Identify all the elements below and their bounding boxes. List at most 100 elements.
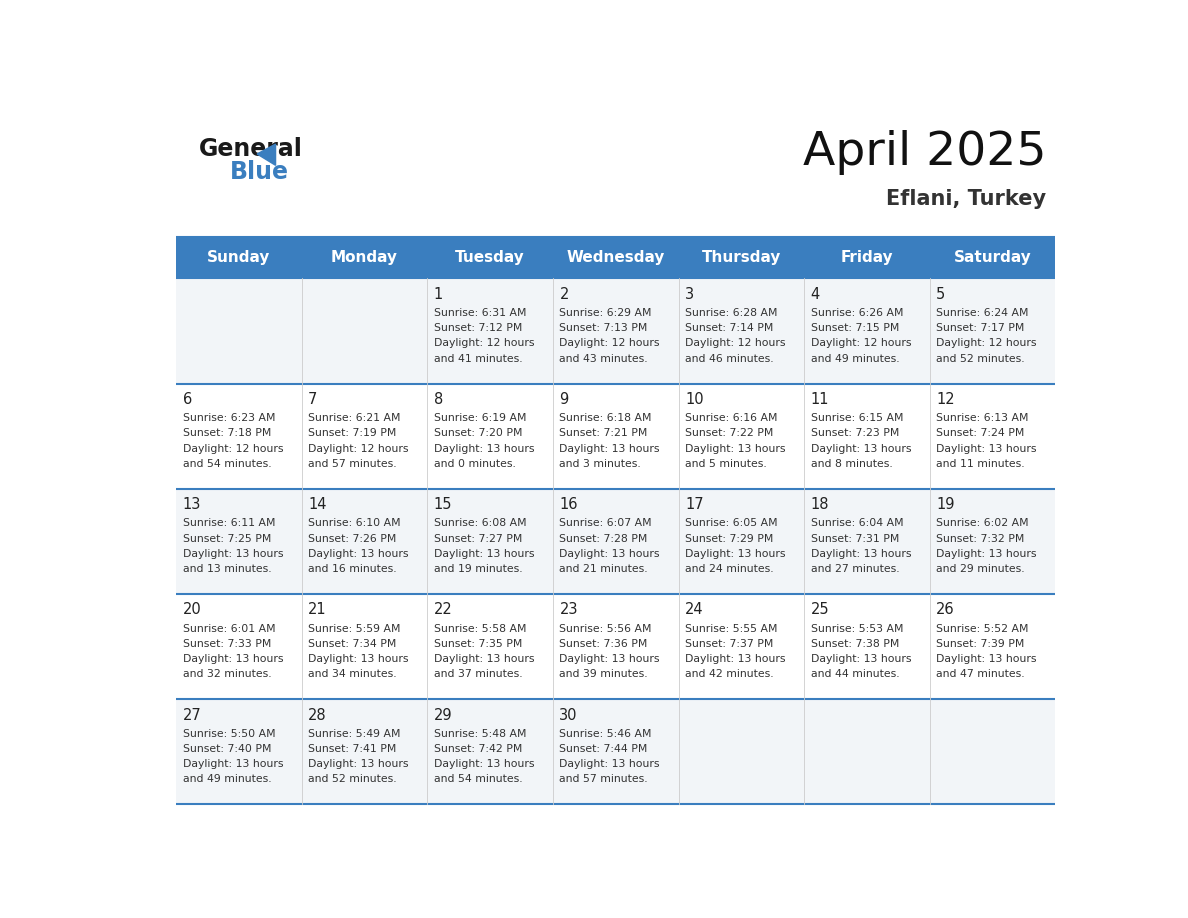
Text: Friday: Friday xyxy=(841,251,893,265)
Text: Sunset: 7:33 PM: Sunset: 7:33 PM xyxy=(183,639,271,649)
Text: Sunset: 7:28 PM: Sunset: 7:28 PM xyxy=(560,533,647,543)
Bar xyxy=(804,278,930,384)
Bar xyxy=(428,488,552,594)
Text: Sunrise: 5:56 AM: Sunrise: 5:56 AM xyxy=(560,623,652,633)
Text: Sunset: 7:27 PM: Sunset: 7:27 PM xyxy=(434,533,523,543)
Bar xyxy=(930,238,1055,278)
Text: Sunset: 7:36 PM: Sunset: 7:36 PM xyxy=(560,639,647,649)
Text: Sunrise: 6:26 AM: Sunrise: 6:26 AM xyxy=(810,308,903,318)
Text: 12: 12 xyxy=(936,392,955,407)
Text: Sunset: 7:21 PM: Sunset: 7:21 PM xyxy=(560,429,647,439)
Text: Sunrise: 6:31 AM: Sunrise: 6:31 AM xyxy=(434,308,526,318)
Text: Sunrise: 6:28 AM: Sunrise: 6:28 AM xyxy=(685,308,777,318)
Text: Sunrise: 5:55 AM: Sunrise: 5:55 AM xyxy=(685,623,777,633)
Text: 25: 25 xyxy=(810,602,829,618)
Text: 2: 2 xyxy=(560,286,569,302)
Text: and 8 minutes.: and 8 minutes. xyxy=(810,459,892,469)
Text: 14: 14 xyxy=(308,498,327,512)
Text: Sunset: 7:19 PM: Sunset: 7:19 PM xyxy=(308,429,397,439)
Bar xyxy=(302,278,428,384)
Text: and 57 minutes.: and 57 minutes. xyxy=(308,459,397,469)
Text: Thursday: Thursday xyxy=(702,251,781,265)
Text: Saturday: Saturday xyxy=(954,251,1031,265)
Text: and 42 minutes.: and 42 minutes. xyxy=(685,669,773,679)
Text: Daylight: 13 hours: Daylight: 13 hours xyxy=(685,443,785,453)
Text: Daylight: 13 hours: Daylight: 13 hours xyxy=(308,759,409,769)
Text: and 46 minutes.: and 46 minutes. xyxy=(685,353,773,364)
Text: Eflani, Turkey: Eflani, Turkey xyxy=(886,188,1047,208)
Bar xyxy=(176,384,302,488)
Bar xyxy=(804,700,930,804)
Text: Daylight: 13 hours: Daylight: 13 hours xyxy=(560,759,659,769)
Text: and 49 minutes.: and 49 minutes. xyxy=(810,353,899,364)
Bar xyxy=(176,488,302,594)
Text: Sunset: 7:20 PM: Sunset: 7:20 PM xyxy=(434,429,523,439)
Text: Sunset: 7:14 PM: Sunset: 7:14 PM xyxy=(685,323,773,333)
Bar xyxy=(678,238,804,278)
Bar xyxy=(176,238,302,278)
Bar xyxy=(302,700,428,804)
Text: and 37 minutes.: and 37 minutes. xyxy=(434,669,523,679)
Bar xyxy=(428,384,552,488)
Text: and 3 minutes.: and 3 minutes. xyxy=(560,459,642,469)
Text: Daylight: 13 hours: Daylight: 13 hours xyxy=(810,443,911,453)
Polygon shape xyxy=(257,144,276,165)
Text: 15: 15 xyxy=(434,498,453,512)
Text: 19: 19 xyxy=(936,498,955,512)
Text: Daylight: 12 hours: Daylight: 12 hours xyxy=(560,339,659,349)
Bar xyxy=(930,384,1055,488)
Text: and 5 minutes.: and 5 minutes. xyxy=(685,459,766,469)
Text: Daylight: 13 hours: Daylight: 13 hours xyxy=(810,549,911,559)
Bar xyxy=(552,384,678,488)
Text: and 52 minutes.: and 52 minutes. xyxy=(308,775,397,784)
Text: Daylight: 13 hours: Daylight: 13 hours xyxy=(936,443,1037,453)
Text: Sunset: 7:15 PM: Sunset: 7:15 PM xyxy=(810,323,899,333)
Bar xyxy=(428,700,552,804)
Text: General: General xyxy=(200,137,303,161)
Text: Sunrise: 5:48 AM: Sunrise: 5:48 AM xyxy=(434,729,526,739)
Text: and 29 minutes.: and 29 minutes. xyxy=(936,564,1025,574)
Text: Sunrise: 6:10 AM: Sunrise: 6:10 AM xyxy=(308,519,400,529)
Bar xyxy=(804,594,930,700)
Text: Sunrise: 6:21 AM: Sunrise: 6:21 AM xyxy=(308,413,400,423)
Bar xyxy=(176,700,302,804)
Bar xyxy=(302,488,428,594)
Text: Sunrise: 6:05 AM: Sunrise: 6:05 AM xyxy=(685,519,778,529)
Text: Sunrise: 6:18 AM: Sunrise: 6:18 AM xyxy=(560,413,652,423)
Bar xyxy=(678,700,804,804)
Text: Sunset: 7:25 PM: Sunset: 7:25 PM xyxy=(183,533,271,543)
Text: 11: 11 xyxy=(810,392,829,407)
Text: and 43 minutes.: and 43 minutes. xyxy=(560,353,647,364)
Text: Sunset: 7:38 PM: Sunset: 7:38 PM xyxy=(810,639,899,649)
Text: 20: 20 xyxy=(183,602,201,618)
Text: Daylight: 13 hours: Daylight: 13 hours xyxy=(308,654,409,664)
Text: Sunrise: 6:24 AM: Sunrise: 6:24 AM xyxy=(936,308,1029,318)
Text: and 41 minutes.: and 41 minutes. xyxy=(434,353,523,364)
Text: Sunset: 7:40 PM: Sunset: 7:40 PM xyxy=(183,744,271,754)
Text: Wednesday: Wednesday xyxy=(567,251,665,265)
Text: Sunrise: 5:58 AM: Sunrise: 5:58 AM xyxy=(434,623,526,633)
Bar xyxy=(552,594,678,700)
Text: Sunset: 7:24 PM: Sunset: 7:24 PM xyxy=(936,429,1024,439)
Text: 4: 4 xyxy=(810,286,820,302)
Text: 26: 26 xyxy=(936,602,955,618)
Text: Sunset: 7:22 PM: Sunset: 7:22 PM xyxy=(685,429,773,439)
Bar xyxy=(930,488,1055,594)
Text: and 11 minutes.: and 11 minutes. xyxy=(936,459,1025,469)
Text: Sunset: 7:37 PM: Sunset: 7:37 PM xyxy=(685,639,773,649)
Text: Sunrise: 6:07 AM: Sunrise: 6:07 AM xyxy=(560,519,652,529)
Bar xyxy=(678,278,804,384)
Text: Sunrise: 6:01 AM: Sunrise: 6:01 AM xyxy=(183,623,276,633)
Text: 13: 13 xyxy=(183,498,201,512)
Text: Daylight: 13 hours: Daylight: 13 hours xyxy=(183,654,283,664)
Bar xyxy=(930,594,1055,700)
Text: Daylight: 13 hours: Daylight: 13 hours xyxy=(434,654,535,664)
Text: Daylight: 13 hours: Daylight: 13 hours xyxy=(936,549,1037,559)
Text: Daylight: 13 hours: Daylight: 13 hours xyxy=(810,654,911,664)
Text: Sunrise: 6:08 AM: Sunrise: 6:08 AM xyxy=(434,519,526,529)
Text: 9: 9 xyxy=(560,392,569,407)
Text: Sunrise: 6:04 AM: Sunrise: 6:04 AM xyxy=(810,519,903,529)
Text: April 2025: April 2025 xyxy=(803,130,1047,175)
Text: 1: 1 xyxy=(434,286,443,302)
Bar xyxy=(428,594,552,700)
